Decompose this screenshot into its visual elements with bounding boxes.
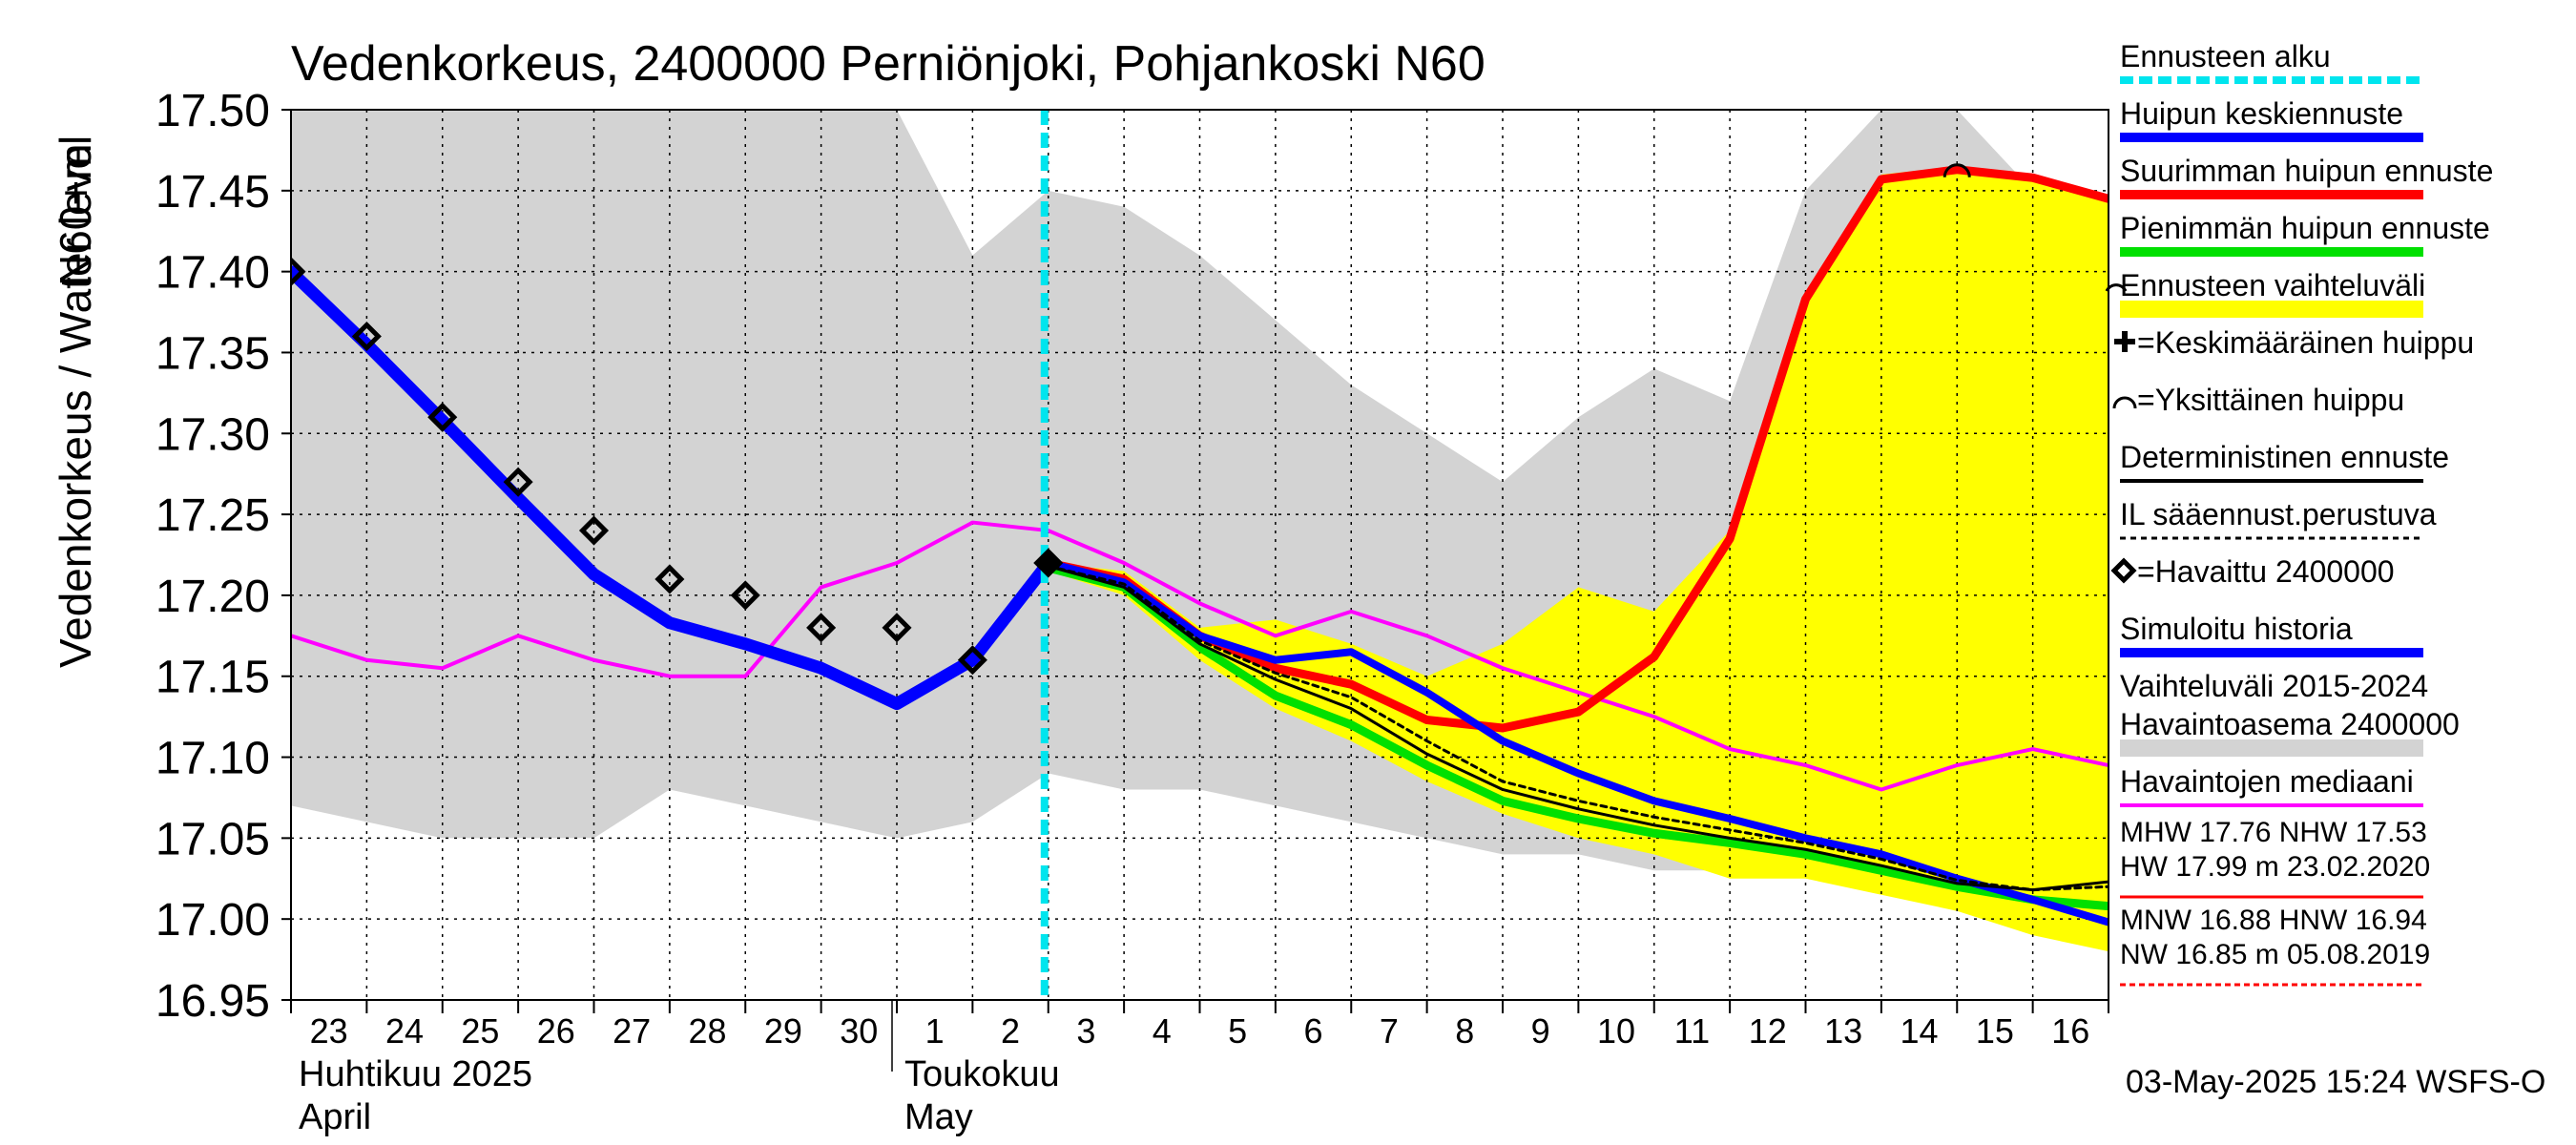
legend-label: =Havaittu 2400000: [2137, 554, 2395, 589]
x-tick-label: 8: [1455, 1011, 1474, 1051]
x-tick-label: 11: [1674, 1011, 1710, 1051]
y-tick-label: 16.95: [156, 976, 270, 1027]
x-tick-label: 6: [1304, 1011, 1323, 1051]
plot-content: [291, 110, 2109, 1000]
x-tick-label: 27: [613, 1011, 651, 1051]
x-tick-label: 29: [764, 1011, 802, 1051]
x-tick-label: 30: [840, 1011, 878, 1051]
series-weather-based: [1047, 564, 2109, 892]
y-tick-label: 17.25: [156, 490, 270, 541]
legend-label: IL sääennust.perustuva: [2120, 497, 2437, 531]
x-tick-label: 14: [1901, 1011, 1939, 1051]
x-tick-label: 24: [385, 1011, 424, 1051]
x-tick-label: 5: [1228, 1011, 1247, 1051]
x-tick-label: 10: [1597, 1011, 1635, 1051]
legend-label: Simuloitu historia: [2120, 612, 2353, 646]
y-axis-unit: N60+m: [51, 143, 100, 286]
observed-point: [957, 645, 987, 676]
legend-label: =Yksittäinen huippu: [2137, 383, 2404, 417]
chart-title: Vedenkorkeus, 2400000 Perniönjoki, Pohja…: [291, 36, 1485, 92]
legend-label: Ennusteen alku: [2120, 39, 2331, 73]
legend-label: Suurimman huipun ennuste: [2120, 154, 2493, 188]
series-deterministic: [1047, 564, 2109, 892]
x-tick-label: 28: [689, 1011, 727, 1051]
x-tick-label: 23: [310, 1011, 348, 1051]
series-median: [291, 520, 2109, 792]
observed-point: [654, 564, 685, 594]
y-tick-label: 17.20: [156, 572, 270, 622]
legend-label: Huipun keskiennuste: [2120, 96, 2403, 131]
x-tick-label: 25: [461, 1011, 499, 1051]
stats-label: HW 17.99 m 23.02.2020: [2120, 851, 2430, 883]
series-simulated: [291, 265, 1055, 711]
series-min-peak: [1044, 563, 2109, 911]
x-tick-label: 12: [1749, 1011, 1787, 1051]
y-tick-label: 17.40: [156, 248, 270, 299]
month-label-fi: Toukokuu: [904, 1054, 1060, 1094]
observed-point: [806, 613, 837, 643]
y-tick-label: 17.50: [156, 86, 270, 136]
month-label-fi: Huhtikuu 2025: [299, 1054, 532, 1094]
x-tick-label: 7: [1380, 1011, 1399, 1051]
month-label-en: May: [904, 1097, 973, 1137]
x-tick-label: 4: [1153, 1011, 1172, 1051]
x-tick-label: 15: [1976, 1011, 2014, 1051]
observed-point: [882, 613, 912, 643]
x-tick-label: 1: [925, 1011, 945, 1051]
legend: Ennusteen alku Huipun keskiennuste Suurimm…: [2105, 39, 2493, 987]
observed-point: [730, 580, 760, 611]
x-tick-label: 26: [537, 1011, 575, 1051]
observed-point: [291, 257, 306, 287]
observed-point: [1033, 548, 1064, 578]
y-tick-label: 17.30: [156, 409, 270, 460]
stats-label: MHW 17.76 NHW 17.53: [2120, 817, 2427, 848]
legend-label: Vaihteluväli 2015-2024: [2120, 669, 2428, 703]
y-tick-label: 17.45: [156, 167, 270, 218]
legend-diamond-icon: [2110, 557, 2137, 584]
observed-point: [351, 321, 382, 352]
legend-label: Deterministinen ennuste: [2120, 440, 2449, 474]
y-tick-label: 17.00: [156, 895, 270, 946]
legend-plus-icon: [2114, 331, 2135, 352]
peak-marker: [1942, 163, 1971, 177]
legend-label: Havaintojen mediaani: [2120, 764, 2414, 799]
timestamp: 03-May-2025 15:24 WSFS-O: [2126, 1064, 2545, 1100]
y-tick-label: 17.05: [156, 814, 270, 864]
x-tick-label: 2: [1001, 1011, 1020, 1051]
legend-arc-icon: [2112, 396, 2137, 409]
x-tick-label: 16: [2051, 1011, 2089, 1051]
x-tick-label: 3: [1076, 1011, 1095, 1051]
y-axis-label: Vedenkorkeus / Water level: [51, 135, 100, 668]
y-tick-label: 17.15: [156, 653, 270, 703]
plot-area: 17.50 17.45 17.40 17.35 17.30 17.25 17.20 17.15…: [156, 86, 2109, 1137]
forecast-band: [1048, 166, 2109, 952]
observed-point: [427, 402, 458, 432]
x-tick-label: 9: [1531, 1011, 1550, 1051]
y-tick-label: 17.35: [156, 328, 270, 379]
series-mean-peak: [1044, 558, 2109, 926]
observed-point: [503, 467, 533, 497]
stats-label: NW 16.85 m 05.08.2019: [2120, 939, 2430, 970]
legend-label: Pienimmän huipun ennuste: [2120, 211, 2490, 245]
observed-point: [578, 515, 610, 546]
legend-label: Ennusteen vaihteluväli: [2120, 268, 2425, 302]
stats-label: MNW 16.88 HNW 16.94: [2120, 905, 2427, 936]
legend-arc-icon: [2105, 283, 2128, 292]
x-tick-label: 13: [1824, 1011, 1862, 1051]
legend-label: Havaintoasema 2400000: [2120, 707, 2460, 741]
legend-label: =Keskimääräinen huippu: [2137, 325, 2474, 360]
month-label-en: April: [299, 1097, 371, 1137]
y-tick-label: 17.10: [156, 734, 270, 784]
